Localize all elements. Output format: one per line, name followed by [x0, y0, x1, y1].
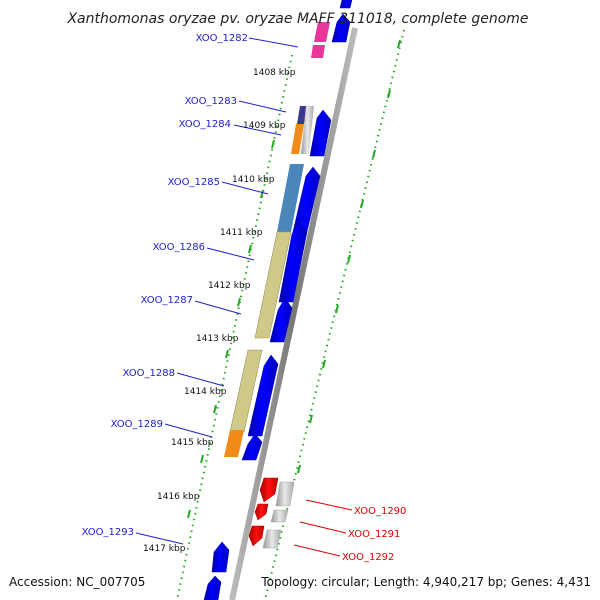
gene-label-xoo-1284[interactable]: XOO_1284: [179, 119, 231, 130]
kbp-label: 1413 kbp: [196, 334, 239, 344]
arrow-xoo-1286: [278, 221, 308, 303]
kbp-label: 1408 kbp: [253, 68, 296, 78]
kbp-label: 1416 kbp: [157, 492, 200, 502]
gene-labels: XOO_1282 XOO_1283 XOO_1284 XOO_1285 XOO_…: [82, 33, 407, 563]
arrow-xoo-1285: [291, 166, 321, 237]
label-leaders: [135, 37, 353, 557]
feature-blocks: [224, 22, 330, 457]
kbp-label: 1414 kbp: [184, 387, 227, 397]
gene-label-xoo-1292[interactable]: XOO_1292: [342, 552, 394, 563]
gene-label-xoo-1282[interactable]: XOO_1282: [196, 33, 248, 44]
block-xoo-1286-1287: [254, 231, 292, 339]
kbp-label: 1410 kbp: [232, 175, 275, 185]
leader-xoo-1292: [293, 544, 341, 557]
leader-xoo-1285: [221, 181, 269, 195]
arrow-xoo-1291: [254, 503, 269, 521]
leader-xoo-1293: [135, 532, 184, 545]
accession-label: Accession: NC_007705: [9, 575, 145, 589]
leader-xoo-1291: [299, 521, 347, 534]
arrow-xoo-1292: [248, 525, 265, 547]
leader-xoo-1289: [164, 423, 213, 438]
minus-strand-arrows: [248, 477, 279, 547]
gene-label-xoo-1288[interactable]: XOO_1288: [123, 368, 175, 379]
arrow-xoo-1294: [203, 575, 222, 600]
kbp-label: 1415 kbp: [171, 438, 214, 448]
arrow-xoo-1282: [331, 13, 351, 43]
gray-block-1291: [270, 509, 289, 523]
leader-xoo-1282: [248, 37, 299, 48]
gene-label-xoo-1283[interactable]: XOO_1283: [185, 96, 237, 107]
leader-xoo-1286: [206, 247, 255, 261]
block-xoo-1283: [297, 106, 307, 124]
leader-xoo-1287: [194, 300, 242, 315]
arrow-xoo-1288: [247, 354, 279, 437]
block-xoo-1288: [229, 349, 263, 433]
leader-xoo-1290: [305, 499, 353, 511]
arrow-xoo-1283-1284: [309, 109, 332, 157]
gray-block-1292: [262, 529, 282, 549]
block-xoo-1282: [314, 22, 330, 42]
topology-label: Topology: circular; Length: 4,940,217 bp…: [260, 575, 591, 589]
outer-track-ticks: [297, 39, 401, 474]
inner-track-ticks: [187, 139, 275, 519]
block-xoo-1285: [277, 164, 304, 232]
plus-strand-arrows: [203, 0, 353, 600]
gene-label-xoo-1291[interactable]: XOO_1291: [348, 529, 400, 540]
kbp-label: 1417 kbp: [143, 544, 186, 554]
arrow-xoo-1290: [259, 477, 279, 503]
block-xoo-1284: [291, 124, 304, 154]
leader-xoo-1283: [238, 100, 287, 113]
gene-label-xoo-1293[interactable]: XOO_1293: [82, 527, 134, 538]
kbp-label: 1411 kbp: [220, 228, 263, 238]
arrow-xoo-1287: [269, 297, 293, 343]
gray-block-1290: [275, 481, 295, 507]
arrow-xoo-1289: [241, 433, 263, 461]
arrow-xoo-1293: [211, 541, 230, 573]
leader-xoo-1284: [233, 124, 282, 136]
kbp-label: 1409 kbp: [243, 121, 286, 131]
gene-label-xoo-1285[interactable]: XOO_1285: [168, 177, 220, 188]
genome-backbone: [229, 27, 358, 600]
arrow-xoo-1281: [339, 0, 353, 9]
kbp-labels: 1408 kbp 1409 kbp 1410 kbp 1411 kbp 1412…: [143, 68, 296, 554]
kbp-label: 1412 kbp: [208, 281, 251, 291]
block-xoo-1289: [224, 430, 244, 457]
block-xoo-1284-gray: [301, 106, 314, 154]
minus-strand-blocks: [262, 481, 295, 549]
gene-label-xoo-1287[interactable]: XOO_1287: [141, 295, 193, 306]
gene-label-xoo-1286[interactable]: XOO_1286: [153, 242, 205, 253]
gene-label-xoo-1289[interactable]: XOO_1289: [111, 419, 163, 430]
leader-xoo-1288: [176, 372, 225, 387]
map-title: Xanthomonas oryzae pv. oryzae MAFF 31101…: [66, 11, 528, 27]
gene-label-xoo-1290[interactable]: XOO_1290: [354, 506, 406, 517]
block-xoo-1282-b: [311, 45, 325, 58]
